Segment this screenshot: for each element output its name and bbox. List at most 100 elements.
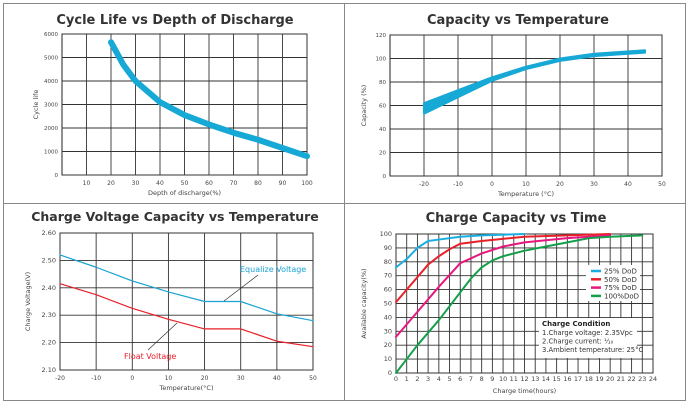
y-tick-label: 2.60 xyxy=(42,229,56,237)
x-tick-label: 70 xyxy=(230,180,238,187)
y-tick-label: 30 xyxy=(384,327,392,335)
series-line xyxy=(59,254,314,322)
x-tick-label: -20 xyxy=(419,181,429,188)
legend-label: 50% DoD xyxy=(604,276,637,284)
panel-charge-capacity xyxy=(344,203,686,401)
x-tick-label: 21 xyxy=(617,375,625,383)
y-tick-label: 2.20 xyxy=(42,339,56,347)
chart-title: Cycle Life vs Depth of Discharge xyxy=(56,13,293,28)
x-tick-label: 50 xyxy=(309,375,317,382)
x-tick-label: 100 xyxy=(301,180,313,187)
x-tick-label: 20 xyxy=(606,375,614,383)
x-axis-label: Charge time(hours) xyxy=(493,387,556,395)
y-tick-label: 1000 xyxy=(44,150,58,156)
series-line xyxy=(395,233,612,304)
series-line xyxy=(108,39,310,160)
x-tick-label: 5 xyxy=(447,375,451,383)
annotation-leader xyxy=(147,322,178,351)
x-tick-label: 30 xyxy=(590,181,598,188)
capacity-band xyxy=(423,49,646,115)
x-tick-label: 60 xyxy=(205,180,213,187)
chart-title: Charge Voltage Capacity vs Temperature xyxy=(31,209,319,224)
x-tick-label: 40 xyxy=(273,375,281,382)
x-axis-label: Depth of discharge(%) xyxy=(148,189,221,197)
x-tick-label: 50 xyxy=(658,181,666,188)
y-tick-label: 90 xyxy=(384,244,392,252)
series-line xyxy=(59,283,314,348)
x-tick-label: 20 xyxy=(556,181,564,188)
y-tick-label: 3000 xyxy=(44,103,58,109)
x-tick-label: 0 xyxy=(394,375,398,383)
x-tick-label: 12 xyxy=(520,375,528,383)
x-tick-label: 13 xyxy=(531,375,539,383)
y-tick-label: 50 xyxy=(384,300,392,308)
x-tick-label: 15 xyxy=(552,375,560,383)
x-tick-label: 17 xyxy=(574,375,582,383)
series-label-equalize: Equalize Voltage xyxy=(240,265,306,274)
x-tick-label: 10 xyxy=(499,375,507,383)
x-tick-label: 8 xyxy=(480,375,484,383)
y-tick-label: 5000 xyxy=(44,56,58,62)
y-axis-label: Available capacity(%) xyxy=(360,268,368,338)
series-line xyxy=(395,234,612,338)
y-tick-label: 40 xyxy=(379,127,386,133)
y-tick-label: 60 xyxy=(379,104,386,110)
x-tick-label: 22 xyxy=(627,375,635,383)
y-tick-label: 20 xyxy=(384,341,392,349)
x-tick-label: 2 xyxy=(415,375,419,383)
x-tick-label: 1 xyxy=(405,375,409,383)
x-tick-label: 7 xyxy=(469,375,473,383)
x-tick-label: 30 xyxy=(132,180,140,187)
chart-title: Capacity vs Temperature xyxy=(427,13,609,28)
legend-label: 25% DoD xyxy=(604,268,637,276)
y-tick-label: 0 xyxy=(388,369,392,377)
annotation-line: 3.Ambient temperature: 25°C xyxy=(542,346,643,354)
y-tick-label: 2000 xyxy=(44,126,58,132)
y-tick-label: 100 xyxy=(376,57,387,63)
x-tick-label: 18 xyxy=(585,375,593,383)
x-tick-label: 14 xyxy=(542,375,550,383)
y-tick-label: 4000 xyxy=(44,79,58,85)
x-tick-label: 50 xyxy=(181,180,189,187)
x-tick-label: 10 xyxy=(83,180,91,187)
x-tick-label: 9 xyxy=(490,375,494,383)
y-tick-label: 10 xyxy=(384,355,392,363)
x-tick-label: -10 xyxy=(91,375,101,382)
chart-title: Charge Capacity vs Time xyxy=(426,211,607,226)
x-tick-label: 0 xyxy=(130,375,134,382)
y-tick-label: 2.10 xyxy=(42,366,56,374)
annotation-leader xyxy=(223,274,259,302)
x-tick-label: 20 xyxy=(107,180,115,187)
annotation-box xyxy=(539,318,637,358)
y-tick-label: 120 xyxy=(376,33,387,39)
x-tick-label: 16 xyxy=(563,375,571,383)
x-tick-label: 40 xyxy=(624,181,632,188)
x-axis-label: Temperature (°C) xyxy=(497,190,554,198)
x-tick-label: 40 xyxy=(156,180,164,187)
y-tick-label: 6000 xyxy=(44,32,58,38)
annotation-title: Charge Condition xyxy=(542,320,610,328)
y-tick-label: 100 xyxy=(380,230,392,238)
y-tick-label: 0 xyxy=(55,173,59,179)
x-tick-label: -20 xyxy=(55,375,65,382)
y-tick-label: 60 xyxy=(384,286,392,294)
series-line xyxy=(395,234,644,374)
y-axis-label: Capacity (%) xyxy=(360,85,368,127)
y-axis-label: Cycle life xyxy=(32,90,40,120)
annotation-line: 2.Charge current: ⅒ xyxy=(542,338,614,346)
x-axis-label: Temperature(°C) xyxy=(158,384,213,392)
y-tick-label: 20 xyxy=(379,151,386,157)
x-tick-label: 90 xyxy=(279,180,287,187)
series-line xyxy=(395,233,526,269)
x-tick-label: 19 xyxy=(595,375,603,383)
x-tick-label: 30 xyxy=(237,375,245,382)
x-tick-label: 11 xyxy=(510,375,518,383)
y-tick-label: 2.50 xyxy=(42,256,56,264)
y-tick-label: 40 xyxy=(384,313,392,321)
series-label-float: Float Voltage xyxy=(124,352,176,361)
legend-label: 100%DoD xyxy=(604,292,639,300)
y-tick-label: 80 xyxy=(379,80,386,86)
plot-area xyxy=(59,232,314,371)
x-tick-label: 4 xyxy=(437,375,441,383)
